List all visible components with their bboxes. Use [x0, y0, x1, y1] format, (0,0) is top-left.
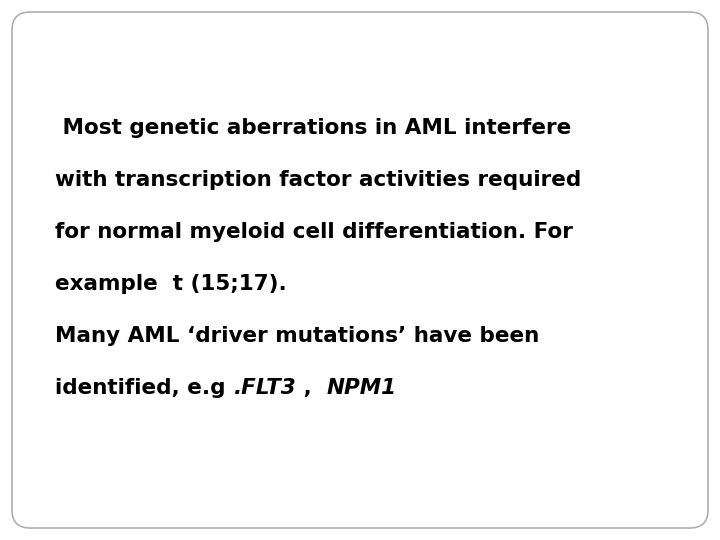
Text: NPM1: NPM1: [326, 378, 397, 398]
FancyBboxPatch shape: [12, 12, 708, 528]
Text: .FLT3: .FLT3: [233, 378, 296, 398]
Text: with transcription factor activities required: with transcription factor activities req…: [55, 170, 581, 190]
Text: identified, e.g: identified, e.g: [55, 378, 233, 398]
Text: for normal myeloid cell differentiation. For: for normal myeloid cell differentiation.…: [55, 222, 573, 242]
Text: ,: ,: [296, 378, 326, 398]
Text: Most genetic aberrations in AML interfere: Most genetic aberrations in AML interfer…: [55, 118, 571, 138]
Text: example  t (15;17).: example t (15;17).: [55, 274, 287, 294]
Text: Many AML ‘driver mutations’ have been: Many AML ‘driver mutations’ have been: [55, 326, 539, 346]
